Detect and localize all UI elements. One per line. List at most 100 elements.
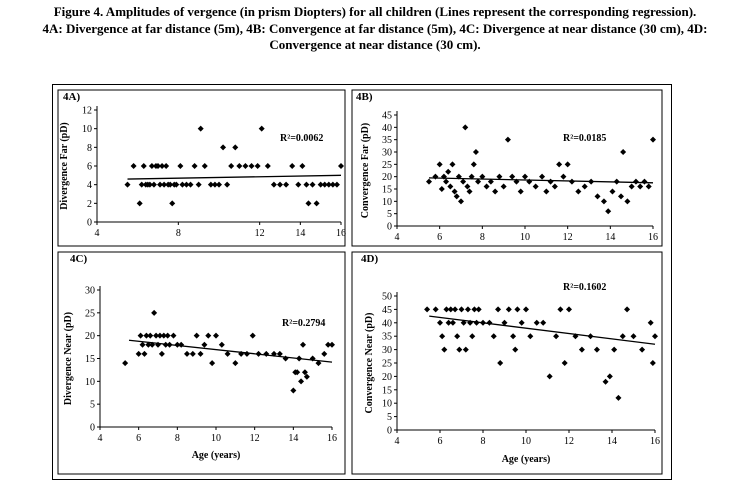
panel-2-y-tick-label: 5 bbox=[387, 209, 392, 220]
caption-line-3: Convergence at near distance (30 cm). bbox=[269, 37, 481, 52]
panel-1-data-point bbox=[236, 163, 243, 169]
panel-3-data-point bbox=[162, 341, 169, 348]
panel-2-data-point bbox=[513, 178, 520, 185]
panel-1-x-tick-label: 4 bbox=[95, 228, 100, 239]
panel-1-y-tick-label: 4 bbox=[87, 180, 92, 191]
panel-4-data-point bbox=[630, 333, 637, 340]
panel-4-frame bbox=[351, 251, 663, 475]
panel-2-x-tick-label: 10 bbox=[520, 232, 530, 243]
panel-3-x-tick-label: 4 bbox=[98, 433, 103, 444]
panel-4-data-point bbox=[480, 319, 486, 326]
panel-3-x-tick-label: 16 bbox=[327, 433, 337, 444]
panel-1-data-point bbox=[299, 163, 306, 169]
panel-4-data-point bbox=[624, 306, 631, 313]
panel-1-data-point bbox=[179, 181, 186, 188]
panel-1-data-point bbox=[197, 125, 204, 132]
panel-2-y-tick-label: 20 bbox=[382, 172, 392, 183]
panel-4-data-point bbox=[441, 346, 448, 353]
panel-4-data-point bbox=[647, 319, 654, 326]
panel-4-data-point bbox=[649, 360, 656, 366]
panel-3-data-point bbox=[213, 332, 219, 339]
panel-3-data-point bbox=[139, 341, 146, 348]
panel-1-data-point bbox=[224, 181, 231, 188]
panel-4-y-tick-label: 25 bbox=[382, 359, 392, 370]
panel-2-data-point bbox=[522, 173, 528, 180]
panel-1-frame bbox=[57, 89, 346, 247]
panel-4-data-point bbox=[557, 306, 564, 313]
panel-2-y-tick-label: 45 bbox=[382, 111, 392, 122]
panel-2-data-point bbox=[517, 188, 524, 195]
panel-4-data-point bbox=[447, 306, 454, 313]
panel-1-data-point bbox=[157, 181, 164, 188]
panel-3-y-tick-label: 20 bbox=[85, 331, 95, 342]
panel-3-data-point bbox=[153, 332, 160, 339]
panel-3-x-tick-label: 10 bbox=[211, 433, 221, 444]
panel-2-data-point bbox=[462, 124, 469, 131]
panel-2-data-point bbox=[470, 161, 477, 168]
panel-4-data-point bbox=[445, 319, 452, 326]
panel-1-data-point bbox=[333, 181, 340, 188]
panel-2-data-point bbox=[440, 173, 447, 180]
panel-4-y-tick-label: 0 bbox=[387, 426, 392, 437]
panel-3-y-tick-label: 5 bbox=[90, 400, 95, 411]
panel-3-x-tick-label: 6 bbox=[136, 433, 141, 444]
panel-4-data-point bbox=[512, 346, 519, 353]
panel-1-data-point bbox=[155, 163, 161, 169]
panel-4-data-point bbox=[587, 333, 594, 340]
caption-line-1: Figure 4. Amplitudes of vergence (in pri… bbox=[53, 4, 697, 19]
panel-4-data-point bbox=[606, 373, 613, 380]
panel-2-y-tick-label: 15 bbox=[382, 185, 392, 196]
panel-3-data-point bbox=[145, 341, 152, 348]
panel-3-data-point bbox=[209, 360, 216, 367]
panel-4-x-tick-label: 16 bbox=[650, 436, 660, 447]
panel-1-data-point bbox=[258, 125, 265, 132]
panel-4-data-point bbox=[593, 346, 600, 353]
panel-4-data-point bbox=[473, 319, 480, 326]
panel-4-data-point bbox=[652, 333, 658, 340]
panel-3-data-point bbox=[135, 350, 142, 357]
panel-1-data-point bbox=[270, 181, 277, 188]
panel-2-data-point bbox=[605, 208, 612, 215]
panel-4-y-tick-label: 30 bbox=[382, 345, 392, 356]
panel-3-data-point bbox=[164, 332, 171, 339]
panel-4-data-point bbox=[454, 333, 461, 340]
panel-3-data-point bbox=[255, 350, 262, 357]
panel-3-y-axis-label: Divergence Near (pD) bbox=[63, 312, 74, 405]
panel-3-x-tick-label: 8 bbox=[175, 433, 180, 444]
panel-1-data-point bbox=[173, 181, 180, 188]
panel-1-data-point bbox=[177, 163, 184, 169]
panel-3-data-point bbox=[276, 350, 283, 357]
panel-3-data-point bbox=[309, 355, 316, 362]
panel-3-data-point bbox=[122, 360, 129, 367]
panel-2-data-point bbox=[600, 198, 607, 205]
panel-1-x-tick-label: 12 bbox=[255, 228, 265, 239]
panel-2-data-point bbox=[620, 149, 627, 155]
panel-2-x-tick-label: 12 bbox=[563, 232, 573, 243]
panel-4-data-point bbox=[639, 346, 646, 353]
panel-2-data-point bbox=[547, 178, 554, 185]
panel-4-regression-line bbox=[429, 315, 656, 345]
panel-2-data-point bbox=[637, 183, 644, 190]
panel-1-data-point bbox=[283, 181, 290, 188]
panel-4-x-tick-label: 4 bbox=[395, 436, 400, 447]
panel-3-data-point bbox=[149, 341, 156, 348]
panel-4-data-point bbox=[432, 306, 439, 313]
panel-1-data-point bbox=[232, 144, 239, 151]
panel-4-data-point bbox=[510, 333, 517, 340]
panel-4-data-point bbox=[462, 346, 469, 353]
panel-2-data-point bbox=[432, 173, 439, 180]
panel-1-data-point bbox=[211, 181, 218, 188]
panel-3-data-point bbox=[303, 373, 310, 380]
panel-2-data-point bbox=[492, 188, 499, 195]
panel-4-data-point bbox=[424, 306, 431, 313]
panel-2-frame bbox=[351, 89, 663, 247]
panel-1-data-point bbox=[277, 181, 283, 188]
panel-4-data-point bbox=[471, 306, 478, 313]
panel-2-data-point bbox=[532, 183, 539, 190]
panel-1-data-point bbox=[130, 163, 137, 169]
panel-1-data-point bbox=[148, 163, 155, 169]
panel-3-data-point bbox=[224, 350, 231, 357]
panel-1-y-tick-label: 0 bbox=[87, 218, 92, 229]
panel-2-data-point bbox=[624, 198, 631, 205]
